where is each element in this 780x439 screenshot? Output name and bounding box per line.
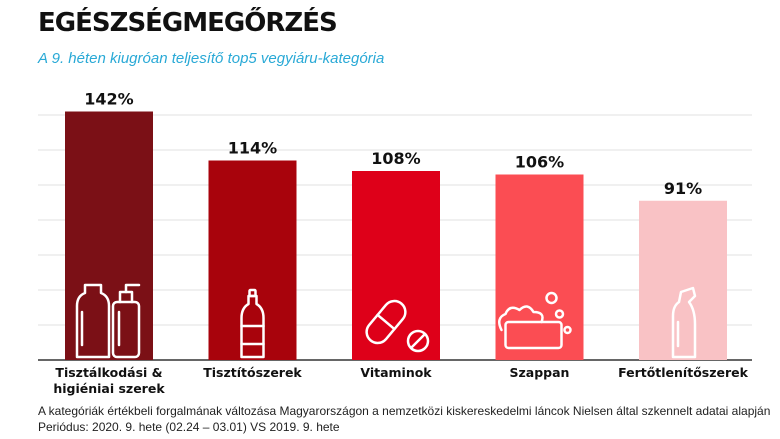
soap-icon — [498, 291, 572, 350]
pills-icon — [365, 299, 430, 353]
bar — [208, 160, 297, 360]
data-label: 106% — [515, 153, 564, 172]
category-label: Fertőtlenítőszerek — [618, 365, 749, 380]
data-label: 91% — [664, 179, 702, 198]
data-labels: 142% 114% 108% 106% 91% — [84, 90, 702, 198]
bar — [495, 174, 584, 360]
bar — [352, 171, 440, 360]
category-labels: Tisztálkodási &higiéniai szerek Tisztítós… — [53, 365, 748, 396]
data-label: 108% — [371, 149, 420, 168]
category-label: Tisztítószerek — [203, 365, 302, 380]
category-label: higiéniai szerek — [53, 381, 165, 396]
page-title: EGÉSZSÉGMEGŐRZÉS — [38, 8, 338, 38]
category-label: Szappan — [510, 365, 570, 380]
page-subtitle: A 9. héten kiugróan teljesítő top5 vegyi… — [38, 50, 385, 67]
category-label: Vitaminok — [360, 365, 432, 380]
bar-chart: 142% 114% 108% 106% 91% Tisztálkodási &higié… — [38, 90, 752, 396]
footnote: A kategóriák értékbeli forgalmának válto… — [38, 403, 770, 435]
category-label: Tisztálkodási & — [55, 365, 162, 380]
data-label: 114% — [228, 139, 277, 158]
bottles-icon — [75, 283, 141, 359]
footnote-period: Periódus: 2020. 9. hete (02.24 – 03.01) … — [38, 420, 340, 434]
spray-bottle-icon — [240, 288, 265, 359]
bar-icons — [75, 283, 697, 359]
cleaner-bottle-icon — [671, 286, 697, 359]
bar — [639, 200, 727, 360]
footnote-source: A kategóriák értékbeli forgalmának válto… — [38, 404, 771, 418]
data-label: 142% — [84, 90, 133, 109]
